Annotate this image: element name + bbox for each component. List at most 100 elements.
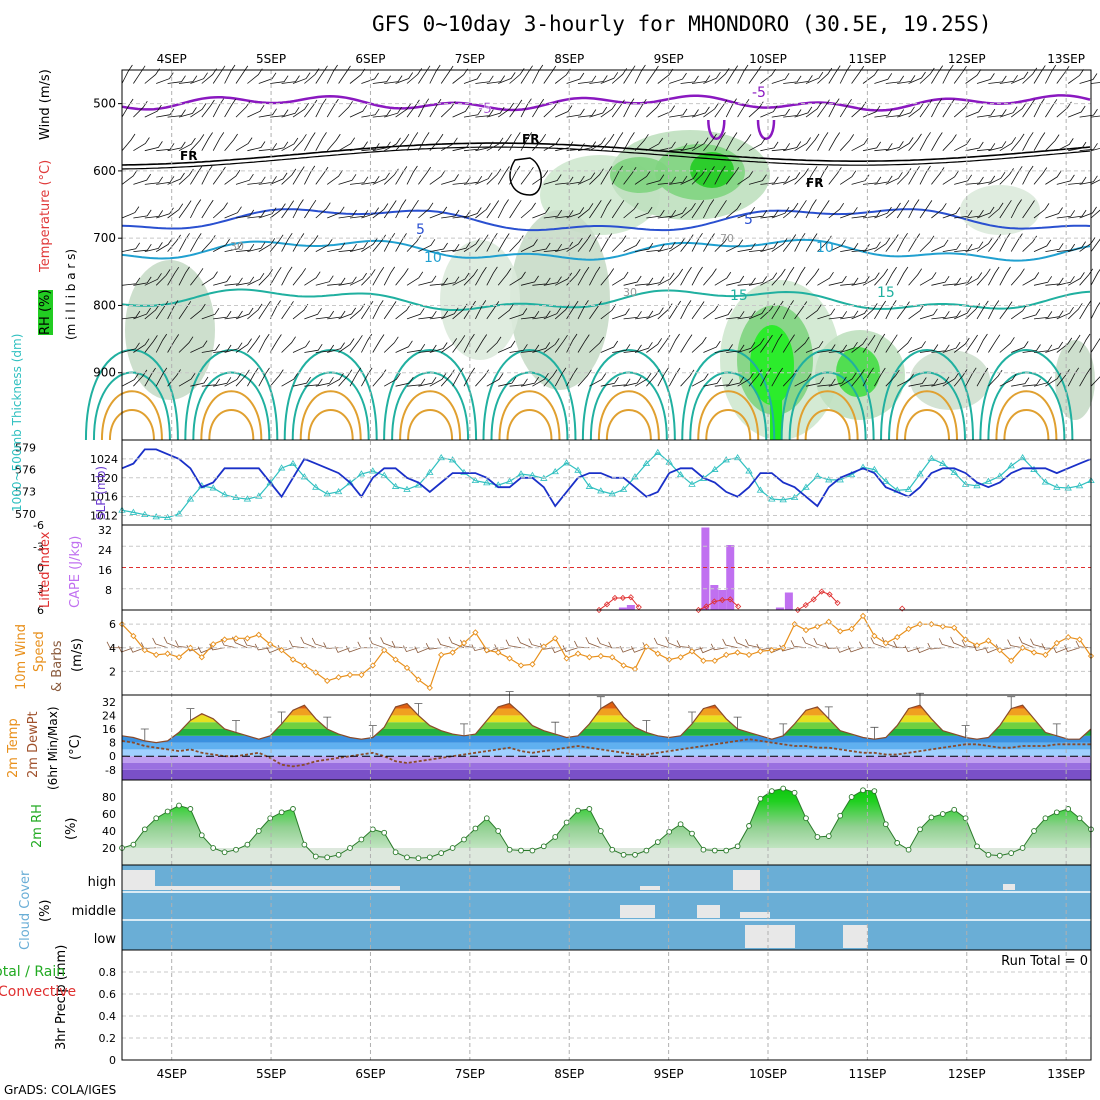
wind-barb bbox=[406, 308, 425, 320]
wind-barb-10m bbox=[916, 646, 932, 654]
wind-barb bbox=[726, 311, 745, 320]
contour-minus5 bbox=[121, 94, 1091, 112]
wind-barb bbox=[520, 275, 539, 286]
temp-minmax-whisker bbox=[551, 721, 560, 735]
temp-tick-label: 16 bbox=[102, 723, 116, 736]
wind-barb bbox=[794, 75, 813, 84]
lowlevel-contour bbox=[482, 349, 577, 441]
rh-tick-label: 40 bbox=[102, 825, 116, 838]
rh-series-point bbox=[426, 854, 433, 861]
contour-label: -5 bbox=[752, 85, 766, 101]
wind-barb bbox=[338, 209, 357, 219]
wind-barb bbox=[383, 266, 396, 286]
wind-barb bbox=[874, 108, 893, 118]
wind-barb bbox=[1045, 372, 1062, 387]
contour-label: 15 bbox=[877, 285, 895, 301]
wind-barb bbox=[942, 372, 960, 387]
wind-barb bbox=[760, 209, 779, 219]
wind-speed-point bbox=[221, 636, 228, 643]
slp-tick-label: 1020 bbox=[90, 472, 118, 485]
wind-barb bbox=[817, 308, 836, 320]
thickness-series-point bbox=[1018, 453, 1027, 461]
rh-series-point bbox=[791, 789, 798, 796]
wind-barb bbox=[372, 334, 385, 353]
wind-barb bbox=[532, 133, 547, 151]
wind-barb bbox=[760, 272, 778, 286]
wind-speed-point bbox=[278, 647, 285, 654]
wind-barb bbox=[589, 266, 601, 286]
wind-barb bbox=[224, 342, 243, 353]
thickness-series-point bbox=[1075, 482, 1084, 489]
wind-barb bbox=[1079, 73, 1098, 84]
wind-barb bbox=[167, 266, 180, 286]
lowlevel-contour bbox=[299, 390, 362, 441]
wind-barb bbox=[668, 237, 686, 252]
temp-band bbox=[122, 735, 1091, 743]
date-label-bottom: 8SEP bbox=[554, 1067, 584, 1081]
wind-barb bbox=[121, 169, 138, 185]
contour-label: 15 bbox=[730, 288, 748, 304]
wind-barb bbox=[292, 72, 311, 84]
wind-barb bbox=[201, 307, 220, 320]
wind-barb bbox=[155, 300, 169, 320]
wind-barb bbox=[737, 342, 756, 353]
wind-barb bbox=[1067, 69, 1084, 84]
rh-series-point bbox=[369, 826, 376, 833]
wind-barb bbox=[395, 72, 414, 84]
wind-barb bbox=[281, 137, 299, 152]
wind-barb bbox=[178, 233, 190, 252]
thickness-series-point bbox=[277, 464, 286, 471]
wind-barb bbox=[258, 367, 270, 387]
wind-barb bbox=[874, 333, 886, 353]
wind-barb bbox=[828, 376, 847, 387]
wind-barb bbox=[942, 170, 959, 185]
wind-barb bbox=[406, 199, 419, 219]
wind-barb bbox=[634, 242, 654, 252]
thickness-series-point bbox=[916, 470, 924, 477]
wind-barb bbox=[589, 75, 608, 84]
wind-barb bbox=[315, 310, 335, 320]
thickness-series-point bbox=[802, 483, 810, 490]
wind-barb bbox=[190, 303, 206, 320]
wind-barb bbox=[1068, 176, 1087, 185]
wind-barb bbox=[1056, 276, 1075, 286]
wind-barb bbox=[349, 68, 366, 84]
wind-barb bbox=[577, 234, 592, 252]
wind-barb bbox=[1022, 272, 1040, 286]
wind-barb bbox=[726, 239, 744, 252]
wind-barb bbox=[486, 336, 502, 353]
temp-band bbox=[122, 701, 1091, 709]
wind-barb bbox=[862, 334, 876, 353]
wind-barb bbox=[760, 105, 778, 118]
rh-series-point bbox=[917, 826, 923, 833]
wind-barb bbox=[406, 99, 420, 118]
contour-label: 5 bbox=[416, 222, 425, 238]
li-point bbox=[810, 596, 817, 603]
wind-barb bbox=[463, 333, 475, 353]
wind-barb bbox=[178, 266, 190, 286]
wind-speed-point bbox=[198, 654, 205, 661]
wind-barb bbox=[235, 173, 254, 185]
wind-barb-10m bbox=[460, 639, 476, 649]
wind-barb bbox=[1067, 334, 1081, 353]
wind-barb bbox=[144, 176, 164, 185]
temp-tick-label: 32 bbox=[102, 696, 116, 709]
wind-barb bbox=[520, 239, 538, 252]
wind-barb bbox=[1068, 272, 1085, 286]
wind-barb-10m bbox=[186, 644, 202, 652]
wind-barb-10m bbox=[505, 639, 522, 649]
wind-barb-10m bbox=[163, 636, 180, 649]
wind-barb bbox=[144, 273, 162, 286]
wind-tick-label: 2 bbox=[109, 665, 116, 678]
wind-barb bbox=[611, 235, 627, 252]
panel-frame-slp bbox=[121, 439, 1092, 526]
wind-barb bbox=[612, 378, 631, 387]
wind-barb-10m bbox=[380, 637, 396, 649]
wind-barb bbox=[931, 167, 945, 185]
wind-barb bbox=[543, 174, 562, 185]
wind-barb bbox=[1079, 143, 1098, 152]
wind-barb bbox=[429, 277, 449, 286]
wind-barb bbox=[840, 341, 858, 353]
rh-series-point bbox=[620, 851, 627, 858]
thickness-series-point bbox=[266, 479, 274, 486]
